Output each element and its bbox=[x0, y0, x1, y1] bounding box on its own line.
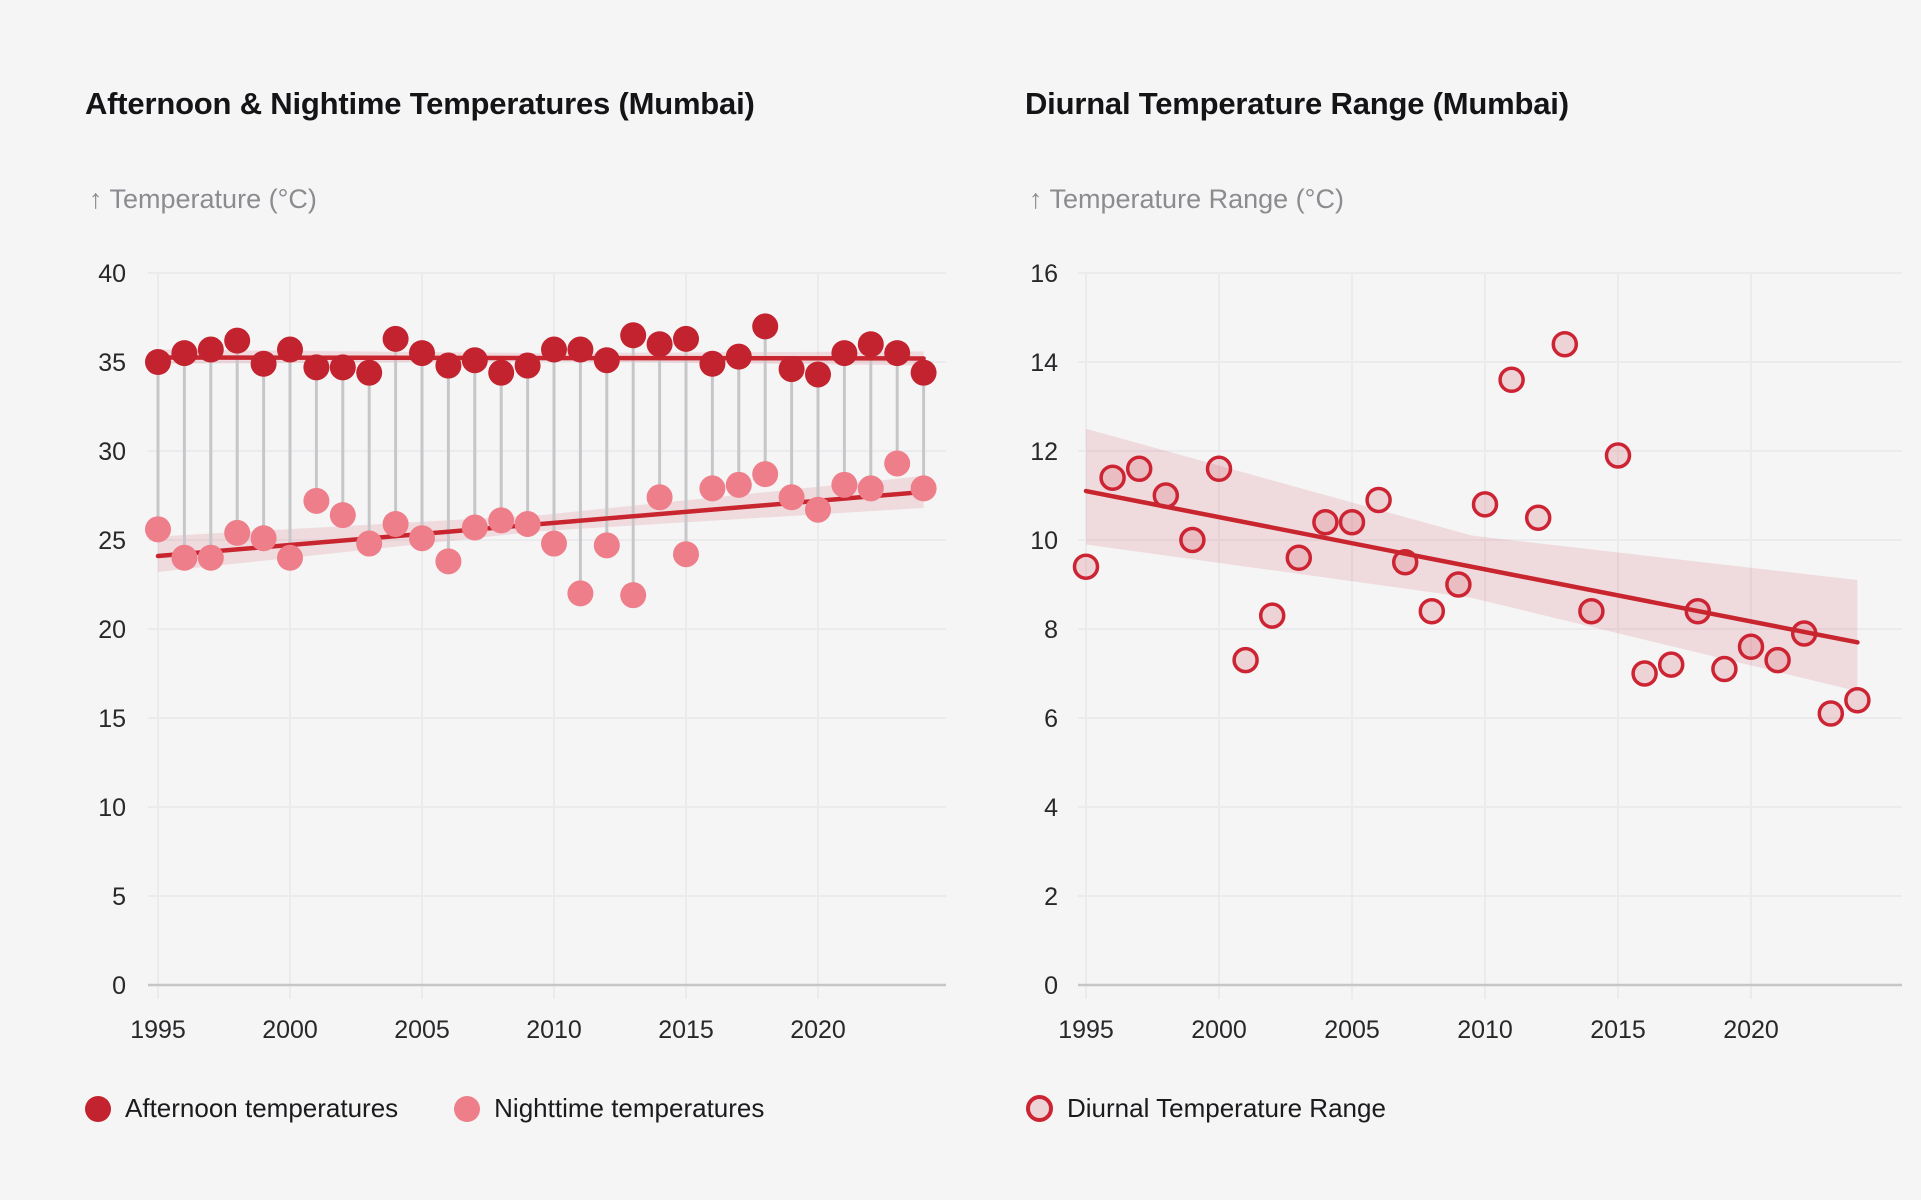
svg-text:6: 6 bbox=[1044, 705, 1058, 733]
pair-connector-lines bbox=[156, 326, 926, 596]
svg-text:10: 10 bbox=[98, 794, 126, 822]
series-filled bbox=[145, 450, 937, 609]
svg-text:2015: 2015 bbox=[1590, 1016, 1646, 1044]
tick-labels: 0 2 4 6 8 10 12 14 16 1995 2000 2005 2010 2015 2020 bbox=[1030, 260, 1779, 1044]
svg-text:40: 40 bbox=[98, 260, 126, 288]
svg-text:4: 4 bbox=[1044, 794, 1058, 822]
tick-labels: 0 5 10 15 20 25 30 35 40 1995 2000 2005 2010 2015 2020 bbox=[98, 260, 846, 1044]
legend-label-diurnal-range: Diurnal Temperature Range bbox=[1067, 1093, 1386, 1123]
svg-text:2000: 2000 bbox=[1191, 1016, 1247, 1044]
series-filled bbox=[145, 313, 937, 388]
trend-lines bbox=[1083, 488, 1860, 645]
left-chart-y-axis-label: ↑ Temperature (°C) bbox=[89, 184, 317, 214]
svg-text:2: 2 bbox=[1044, 883, 1058, 911]
legend-item-afternoon: Afternoon temperatures bbox=[85, 1093, 398, 1124]
left-chart-legend: Afternoon temperatures Nighttime tempera… bbox=[85, 1093, 764, 1124]
right-chart-y-axis-label: ↑ Temperature Range (°C) bbox=[1029, 184, 1344, 214]
svg-text:2020: 2020 bbox=[1723, 1016, 1779, 1044]
legend-item-nighttime: Nighttime temperatures bbox=[454, 1093, 764, 1124]
right-chart-legend: Diurnal Temperature Range bbox=[1026, 1093, 1386, 1124]
nighttime-dot-icon bbox=[454, 1095, 481, 1122]
svg-text:2010: 2010 bbox=[526, 1016, 582, 1044]
afternoon-nighttime-scatter-chart: 0 5 10 15 20 25 30 35 40 1995 2000 2005 2010 2015 2020 bbox=[98, 260, 946, 1044]
legend-item-diurnal-range: Diurnal Temperature Range bbox=[1026, 1093, 1386, 1124]
svg-text:8: 8 bbox=[1044, 616, 1058, 644]
svg-text:25: 25 bbox=[98, 527, 126, 555]
svg-text:2000: 2000 bbox=[262, 1016, 318, 1044]
svg-text:15: 15 bbox=[98, 705, 126, 733]
legend-label-afternoon: Afternoon temperatures bbox=[125, 1093, 399, 1123]
diurnal-range-circle-icon bbox=[1026, 1095, 1053, 1122]
svg-text:12: 12 bbox=[1030, 438, 1058, 466]
svg-text:10: 10 bbox=[1030, 527, 1058, 555]
left-chart-title: Afternoon & Nightime Temperatures (Mumba… bbox=[85, 86, 755, 121]
svg-text:0: 0 bbox=[1044, 972, 1058, 1000]
svg-text:1995: 1995 bbox=[1058, 1016, 1114, 1044]
svg-text:14: 14 bbox=[1030, 349, 1058, 377]
svg-text:30: 30 bbox=[98, 438, 126, 466]
svg-text:2015: 2015 bbox=[658, 1016, 714, 1044]
diurnal-range-scatter-chart: 0 2 4 6 8 10 12 14 16 1995 2000 2005 2010 2015 2020 bbox=[1030, 260, 1902, 1044]
svg-text:1995: 1995 bbox=[130, 1016, 186, 1044]
svg-text:2005: 2005 bbox=[1324, 1016, 1380, 1044]
svg-text:2010: 2010 bbox=[1457, 1016, 1513, 1044]
right-chart-title: Diurnal Temperature Range (Mumbai) bbox=[1025, 86, 1569, 121]
afternoon-dot-icon bbox=[85, 1095, 111, 1122]
svg-text:2005: 2005 bbox=[394, 1016, 450, 1044]
svg-text:35: 35 bbox=[98, 349, 126, 377]
svg-text:20: 20 bbox=[98, 616, 126, 644]
svg-text:16: 16 bbox=[1030, 260, 1058, 288]
legend-label-nighttime: Nighttime temperatures bbox=[494, 1093, 765, 1123]
svg-text:0: 0 bbox=[112, 972, 126, 1000]
series-open bbox=[1072, 330, 1871, 727]
svg-text:2020: 2020 bbox=[790, 1016, 846, 1044]
trend-confidence-bands bbox=[1086, 428, 1858, 692]
svg-text:5: 5 bbox=[112, 883, 126, 911]
